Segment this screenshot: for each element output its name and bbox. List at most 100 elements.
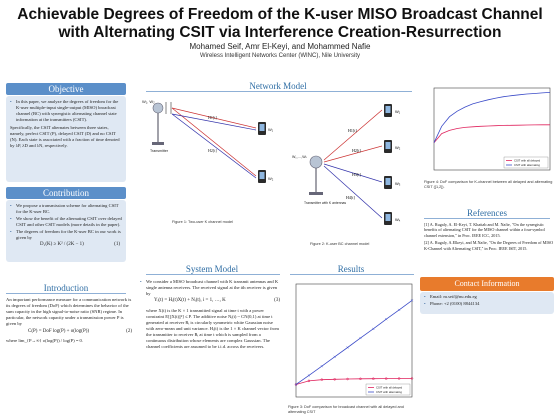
svg-text:H4[t]: H4[t]: [346, 195, 355, 200]
svg-text:H2[t]: H2[t]: [208, 148, 217, 153]
objective-title: Objective: [6, 83, 126, 95]
series-line: [295, 378, 413, 385]
introduction-paragraph: An important performance measure for a c…: [6, 297, 132, 326]
equation-number: (3): [274, 298, 280, 303]
system-model-item: We consider a MISO broadcast channel wit…: [140, 279, 280, 297]
data-point: [372, 327, 375, 331]
data-point: [397, 308, 401, 312]
legend: [503, 156, 549, 169]
system-model-list: We consider a MISO broadcast channel wit…: [140, 279, 280, 297]
objective-list: In this paper, we analyze the degrees of…: [10, 99, 122, 123]
legend-label: CSIT with alternating: [514, 163, 540, 167]
equation-number: (1): [114, 242, 120, 247]
equation-number: (2): [126, 329, 132, 334]
data-point: [410, 299, 414, 302]
poster-header: Achievable Degrees of Freedom of the K-u…: [0, 0, 560, 66]
data-point: [307, 374, 311, 377]
system-model-body: We consider a MISO broadcast channel wit…: [140, 279, 280, 350]
received-signal-equation: Yᵢ(t) = Hᵢ(t)X(t) + Nᵢ(t), i = 1, …, K: [154, 298, 226, 303]
transmitter-k-label: Transmitter with K antennas: [304, 201, 346, 205]
affiliation: Wireless Intelligent Networks Center (WI…: [199, 53, 361, 59]
svg-text:W₂: W₂: [395, 145, 401, 150]
divider: [6, 293, 126, 294]
contact-email[interactable]: Email: m.seif@nu.edu.eg: [424, 294, 550, 300]
system-model-paragraph: where X(t) is the K × 1 transmitted sign…: [146, 308, 279, 349]
data-point: [346, 377, 349, 381]
contact-phone: Phone: +2 (0100) 8844134: [424, 301, 550, 307]
contribution-title: Contribution: [6, 187, 126, 199]
figure-3-caption: Figure 3: DoF comparison for broadcast c…: [288, 405, 404, 414]
references-list: [1] A. Rugaly, A. El-Keyi, T. Khattab an…: [424, 222, 554, 251]
legend-label: CSIT with all delayed: [376, 386, 403, 390]
data-point: [333, 355, 336, 358]
objective-item: In this paper, we analyze the degrees of…: [10, 99, 122, 123]
svg-text:W₁: W₁: [268, 127, 274, 132]
k-user-channel-figure: W₁,…,Wₖ Transmitter with K antennas W₁ W…: [290, 96, 414, 234]
svg-text:H3[t]: H3[t]: [352, 172, 361, 177]
figure-2-caption: Figure 2: K-user BC channel model: [310, 242, 370, 246]
data-point: [359, 377, 362, 381]
svg-text:W₁: W₁: [395, 109, 401, 114]
data-point: [320, 365, 323, 368]
data-point: [410, 377, 414, 380]
data-point: [359, 336, 362, 340]
svg-text:W₁,…,Wₖ: W₁,…,Wₖ: [292, 155, 308, 159]
dof-equation: D₁(K) ≥ K² / (2K − 1): [40, 242, 84, 247]
divider: [424, 218, 550, 219]
network-model-title: Network Model: [249, 81, 307, 91]
contact-box: Email: m.seif@nu.edu.eg Phone: +2 (0100)…: [420, 292, 554, 314]
two-user-channel-figure: W₁, W₂ Transmitter W₁ W₂ H1[t] H2[t]: [140, 94, 286, 214]
capacity-equation: C(P) = DoF log(P) + o(log(P)): [28, 329, 90, 334]
svg-text:W₁, W₂: W₁, W₂: [142, 99, 155, 104]
figure-4-caption: Figure 4: DoF comparison for K-channel b…: [424, 180, 553, 189]
divider: [146, 274, 280, 275]
user-2-icon: [384, 140, 392, 153]
data-point: [372, 377, 375, 380]
legend-label: CSIT with alternating: [376, 390, 402, 394]
contribution-box: We propose a transmission scheme for alt…: [6, 200, 126, 262]
series-line: [433, 92, 551, 143]
contact-title: Contact Information: [420, 277, 554, 291]
data-point: [385, 318, 388, 321]
figure-1-caption: Figure 1: Two-user K channel model: [172, 220, 233, 224]
data-point: [384, 377, 388, 380]
legend: [365, 383, 411, 396]
data-point: [294, 383, 298, 386]
user-3-icon: [384, 176, 392, 189]
svg-text:H1[t]: H1[t]: [348, 128, 357, 133]
data-point: [346, 346, 349, 349]
introduction-where: where lim_{P→∞} o(log(P)) / log(P) = 0.: [6, 338, 84, 343]
data-point: [307, 379, 311, 383]
series-line: [295, 300, 413, 385]
transmitter-label: Transmitter: [150, 149, 169, 153]
introduction-title: Introduction: [43, 283, 89, 293]
svg-text:Wₖ: Wₖ: [395, 217, 401, 222]
svg-text:W₃: W₃: [395, 181, 401, 186]
user-1-icon: [258, 122, 266, 135]
objective-paragraph: Specifically, the CSIT alternates betwee…: [10, 125, 120, 148]
poster-title: Achievable Degrees of Freedom of the K-u…: [17, 6, 543, 41]
system-model-title: System Model: [185, 264, 239, 274]
reference-item: [2] A. Rugaly, A.Elkeyi, and M.Nafie, "O…: [424, 240, 554, 251]
introduction-body: An important performance measure for a c…: [6, 297, 134, 344]
data-point: [333, 378, 336, 381]
results-title: Results: [337, 264, 365, 274]
reference-item: [1] A. Rugaly, A. El-Keyi, T. Khattab an…: [424, 222, 545, 238]
contact-list: Email: m.seif@nu.edu.eg Phone: +2 (0100)…: [424, 294, 550, 307]
svg-text:H2[t]: H2[t]: [352, 148, 361, 153]
contribution-item: The degrees of freedom for the K-user BC…: [10, 229, 122, 241]
divider: [146, 91, 412, 92]
series-line: [433, 124, 550, 143]
transmitter-icon: [152, 102, 172, 145]
svg-text:H1[t]: H1[t]: [208, 115, 217, 120]
data-point: [397, 377, 401, 380]
legend-label: CSIT with all delayed: [514, 159, 541, 163]
data-point: [320, 378, 324, 381]
plot-frame: [433, 87, 551, 171]
user-1-icon: [384, 104, 392, 117]
divider: [290, 274, 414, 275]
contribution-item: We propose a transmission scheme for alt…: [10, 203, 122, 215]
plot-frame: [295, 283, 413, 398]
